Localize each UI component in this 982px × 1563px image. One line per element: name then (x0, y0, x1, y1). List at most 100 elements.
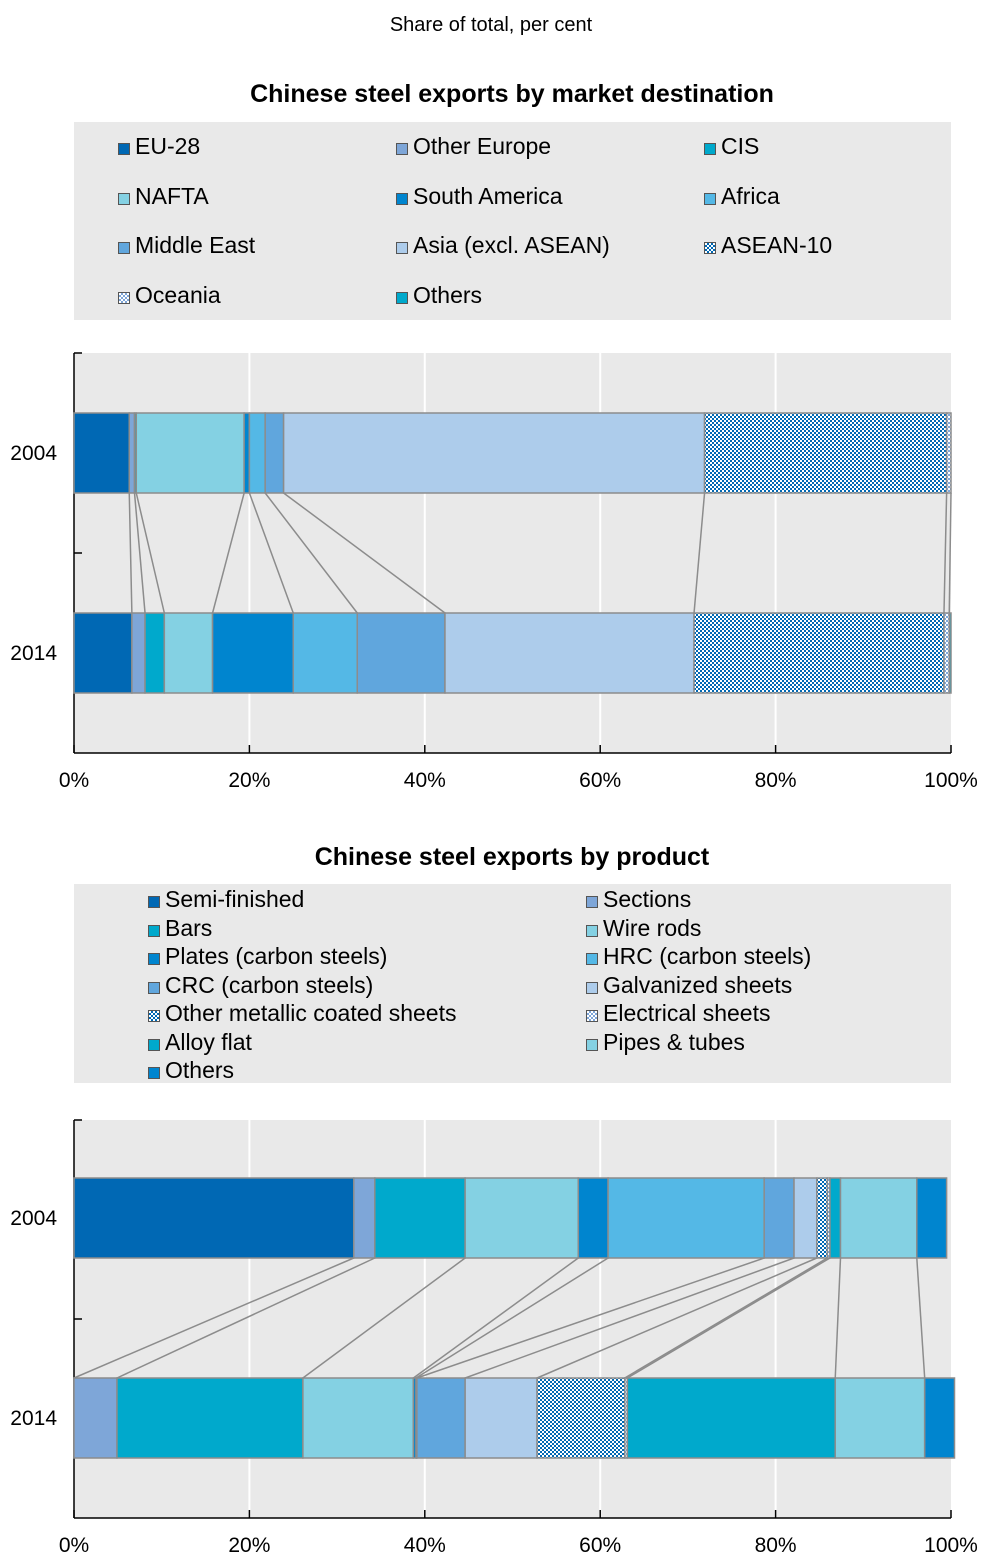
bar-2004-sections (353, 1177, 376, 1259)
connector-line (693, 492, 706, 614)
legend-label: ASEAN-10 (721, 232, 833, 258)
bar-2004-oceania (945, 412, 952, 494)
legend-item-others: Others (396, 281, 482, 309)
legend-label: Other Europe (413, 133, 552, 159)
bar-2004-eu-28 (73, 412, 131, 494)
legend-swatch (396, 291, 408, 304)
legend-label: Others (413, 281, 483, 308)
bar-2014-nafta (163, 612, 214, 694)
connector-line (948, 492, 952, 614)
chart-title-destination: Chinese steel exports by market destinat… (250, 80, 774, 108)
legend-label: Electrical sheets (603, 1000, 771, 1026)
legend-swatch (396, 242, 408, 254)
legend-item-south-america: South America (396, 182, 563, 210)
legend-item-pipes-tubes: Pipes & tubes (586, 1028, 745, 1056)
connector-line (248, 492, 294, 614)
legend-item-asean-10: ASEAN-10 (704, 231, 832, 259)
y-tick-label: 2004 (10, 442, 57, 465)
legend-item-other-europe: Other Europe (396, 132, 551, 160)
legend-item-africa: Africa (704, 182, 780, 210)
connector-line (211, 492, 245, 614)
legend-swatch (586, 981, 598, 994)
y-tick-label: 2014 (10, 642, 57, 665)
bar-2004-nafta (135, 412, 245, 494)
bar-2014-alloy-flat (626, 1377, 836, 1459)
legend-swatch (396, 143, 408, 155)
chart-title-product: Chinese steel exports by product (314, 843, 710, 871)
bar-2004-middle-east (264, 412, 285, 494)
legend-item-asia-excl-asean: Asia (excl. ASEAN) (396, 231, 610, 259)
legend-label: Pipes & tubes (603, 1028, 745, 1055)
bar-2014-wire-rods (302, 1377, 415, 1459)
bar-2004-others (916, 1177, 948, 1259)
legend-swatch (586, 896, 598, 908)
legend-swatch (118, 192, 130, 205)
x-tick-label: 20% (228, 769, 270, 792)
bar-2004-hrc-carbon-steels (607, 1177, 765, 1259)
connector-line (415, 1257, 609, 1379)
bar-2004-semi-finished (73, 1177, 355, 1259)
x-tick-label: 20% (228, 1534, 270, 1557)
legend-item-bars: Bars (148, 914, 212, 942)
legend-item-wire-rods: Wire rods (586, 914, 701, 942)
legend-swatch (148, 924, 160, 937)
legend-swatch (396, 192, 408, 205)
x-tick-label: 60% (579, 769, 621, 792)
connector-line (116, 1257, 376, 1379)
legend-label: NAFTA (135, 182, 209, 209)
legend-destination: EU-28 Other Europe CIS NAFTA South America Af… (74, 122, 951, 320)
legend-swatch (118, 242, 130, 254)
legend-swatch (586, 1038, 598, 1051)
legend-label: Wire rods (603, 914, 702, 941)
legend-swatch (118, 143, 130, 155)
x-tick-label: 80% (755, 769, 797, 792)
y-tick-label: 2014 (10, 1407, 57, 1430)
bar-2004-africa (248, 412, 266, 494)
bar-2004-wire-rods (464, 1177, 580, 1259)
legend-swatch (148, 1067, 160, 1079)
legend-label: Galvanized sheets (603, 971, 793, 998)
legend-item-galvanized-sheets: Galvanized sheets (586, 971, 792, 999)
connector-line (264, 492, 358, 614)
bar-2014-pipes-tubes (834, 1377, 926, 1459)
legend-label: CRC (carbon steels) (165, 971, 374, 998)
connector-line (627, 1257, 831, 1379)
connector-line (624, 1257, 828, 1379)
connector-line (73, 1257, 355, 1379)
x-tick-label: 40% (404, 769, 446, 792)
legend-label: South America (413, 182, 563, 209)
connector-line (416, 1257, 765, 1379)
plot-product: 2004 2014 0% 20% 40% 60% 80% 100% (10, 1119, 978, 1557)
legend-swatch (704, 242, 716, 254)
x-tick-label: 0% (59, 769, 89, 792)
legend-label: Semi-finished (165, 886, 305, 912)
legend-label: Plates (carbon steels) (165, 943, 388, 969)
x-tick-label: 0% (59, 1534, 89, 1557)
bar-2004-plates-carbon-steels (577, 1177, 609, 1259)
legend-swatch (148, 953, 160, 965)
legend-label: Alloy flat (165, 1028, 252, 1055)
x-tick-label: 40% (404, 1534, 446, 1557)
connector-line (283, 492, 446, 614)
legend-item-others: Others (148, 1056, 234, 1084)
bar-2004-alloy-flat (829, 1177, 842, 1259)
legend-swatch (586, 924, 598, 937)
bar-2014-sections (73, 1377, 118, 1459)
bar-2014-africa (292, 612, 359, 694)
legend-label: Others (165, 1057, 235, 1083)
connector-line (302, 1257, 466, 1379)
y-tick-label: 2004 (10, 1207, 57, 1230)
legend-label: CIS (721, 133, 760, 159)
bar-2014-others (923, 1377, 956, 1459)
legend-label: HRC (carbon steels) (603, 943, 812, 969)
bar-2004-other-europe (128, 412, 136, 494)
bar-2004-galvanized-sheets (793, 1177, 818, 1259)
legend-label: Africa (721, 182, 780, 209)
legend-swatch (148, 896, 160, 908)
legend-swatch (148, 981, 160, 994)
bar-2014-other-europe (131, 612, 146, 694)
legend-item-eu-28: EU-28 (118, 132, 200, 160)
bar-2004-pipes-tubes (839, 1177, 918, 1259)
bar-2014-asia-excl-asean (444, 612, 695, 694)
x-tick-label: 80% (755, 1534, 797, 1557)
